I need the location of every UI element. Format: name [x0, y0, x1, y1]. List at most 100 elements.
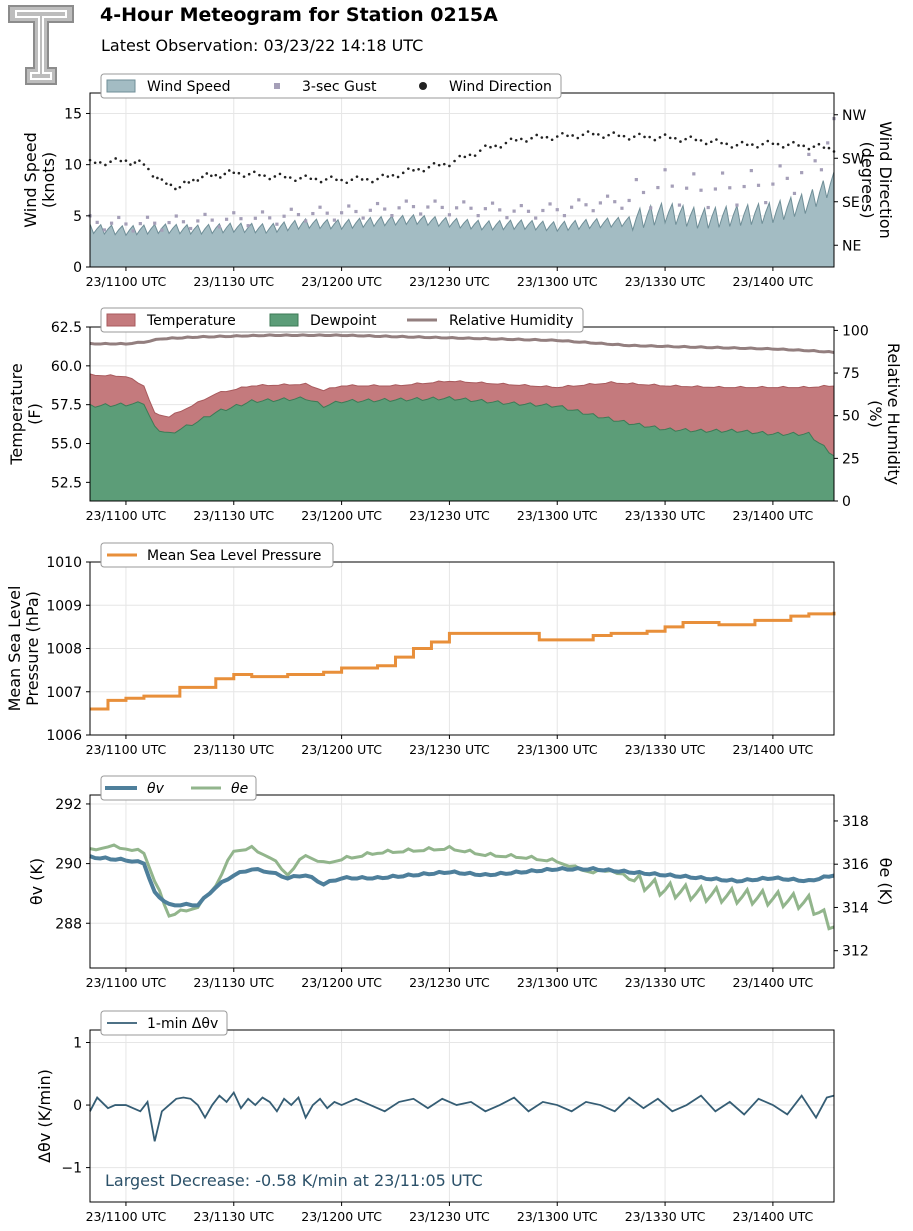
y-tick-label: 1007	[46, 685, 82, 701]
direction-point	[133, 161, 137, 164]
direction-point	[566, 134, 569, 138]
gust-point	[203, 212, 207, 216]
direction-point	[355, 175, 359, 178]
legend-swatch-direction	[419, 82, 427, 90]
legend-label-wind-speed: Wind Speed	[147, 79, 231, 95]
x-tick-label: 23/1300 UTC	[517, 975, 598, 990]
gust-point	[562, 214, 567, 218]
direction-point	[187, 181, 191, 184]
direction-point	[237, 171, 241, 175]
theta-v-axis-label: θv (K)	[27, 858, 46, 905]
gust-point	[620, 206, 624, 210]
direction-point	[787, 143, 790, 147]
wind-direction-axis-label: Wind Direction(degrees)	[858, 121, 895, 239]
direction-point	[499, 146, 503, 149]
gust-point	[296, 212, 301, 217]
direction-point	[473, 154, 477, 157]
panel-wind: 23/1100 UTC 23/1130 UTC 23/1200 UTC 23/1230…	[21, 73, 895, 289]
y2-tick-label: 318	[842, 814, 869, 830]
direction-point	[119, 159, 123, 163]
direction-point	[448, 164, 451, 168]
direction-point	[396, 175, 400, 179]
x-tick-label: 23/1200 UTC	[301, 975, 382, 990]
gust-point	[224, 217, 229, 221]
gust-point	[605, 194, 610, 198]
gust-point	[706, 205, 710, 210]
y-tick-label: 15	[64, 106, 82, 122]
direction-point	[214, 173, 218, 177]
direction-point	[571, 134, 574, 137]
gust-point	[109, 221, 114, 225]
direction-point	[319, 180, 323, 184]
x-tick-label: 23/1400 UTC	[733, 508, 814, 523]
gust-point	[512, 209, 516, 213]
gust-point	[390, 214, 394, 218]
direction-point	[597, 133, 600, 136]
x-tick-label: 23/1230 UTC	[409, 742, 490, 757]
legend-label-theta-v: θv	[147, 781, 165, 797]
gust-point	[117, 215, 121, 220]
gust-point	[742, 184, 746, 189]
relative-humidity-axis-label-line: Relative Humidity	[884, 343, 903, 485]
direction-point	[169, 183, 173, 187]
gust-point	[433, 199, 437, 203]
direction-point	[142, 163, 146, 166]
wind-speed-area	[89, 171, 835, 268]
direction-point	[165, 182, 168, 185]
direction-point	[314, 177, 318, 181]
logo-icon	[8, 5, 74, 85]
gust-point	[440, 205, 444, 210]
gust-point	[819, 168, 824, 172]
direction-point	[653, 138, 657, 142]
x-tick-label: 23/1100 UTC	[86, 508, 167, 523]
wind-speed-axis-label-line: Wind Speed	[21, 132, 40, 227]
gust-point	[699, 188, 703, 192]
gust-point	[260, 210, 265, 214]
gust-point	[354, 209, 358, 214]
gust-point	[339, 211, 344, 215]
x-tick-label: 23/1130 UTC	[193, 274, 274, 289]
direction-point	[617, 134, 621, 138]
y-tick-label: 52.5	[51, 475, 82, 491]
direction-point	[478, 149, 482, 152]
gust-point	[239, 217, 243, 221]
direction-point	[694, 138, 698, 142]
direction-point	[632, 135, 636, 138]
gust-point	[800, 171, 804, 175]
gust-point	[570, 205, 574, 209]
direction-point	[253, 170, 256, 174]
gust-point	[490, 201, 495, 205]
theta-e-line	[89, 843, 835, 931]
direction-point	[674, 136, 677, 140]
y2-tick-label: NW	[842, 108, 866, 124]
relative-humidity-line	[89, 333, 835, 355]
direction-point	[453, 159, 456, 163]
direction-point	[761, 142, 764, 146]
direction-point	[218, 176, 222, 179]
legend-box	[100, 542, 334, 568]
gust-point	[728, 186, 732, 190]
direction-point	[151, 175, 155, 178]
direction-point	[704, 142, 708, 146]
direction-point	[412, 169, 415, 172]
gust-point	[102, 228, 106, 232]
direction-point	[288, 176, 292, 179]
y2-tick-label: 75	[842, 366, 860, 382]
direction-point	[109, 160, 112, 164]
gust-point	[361, 216, 365, 220]
direction-point	[360, 178, 364, 181]
direction-point	[324, 178, 328, 181]
y-tick-label: 5	[73, 209, 82, 225]
direction-point	[340, 178, 343, 182]
direction-point	[365, 178, 369, 181]
direction-point	[278, 172, 282, 176]
direction-point	[607, 133, 610, 137]
direction-point	[679, 140, 682, 143]
y-tick-label: 0	[73, 1098, 82, 1114]
y2-tick-label: 316	[842, 857, 869, 873]
direction-point	[268, 177, 272, 181]
direction-point	[178, 185, 182, 189]
direction-point	[156, 176, 159, 180]
gust-point	[232, 211, 236, 215]
direction-point	[232, 171, 236, 175]
